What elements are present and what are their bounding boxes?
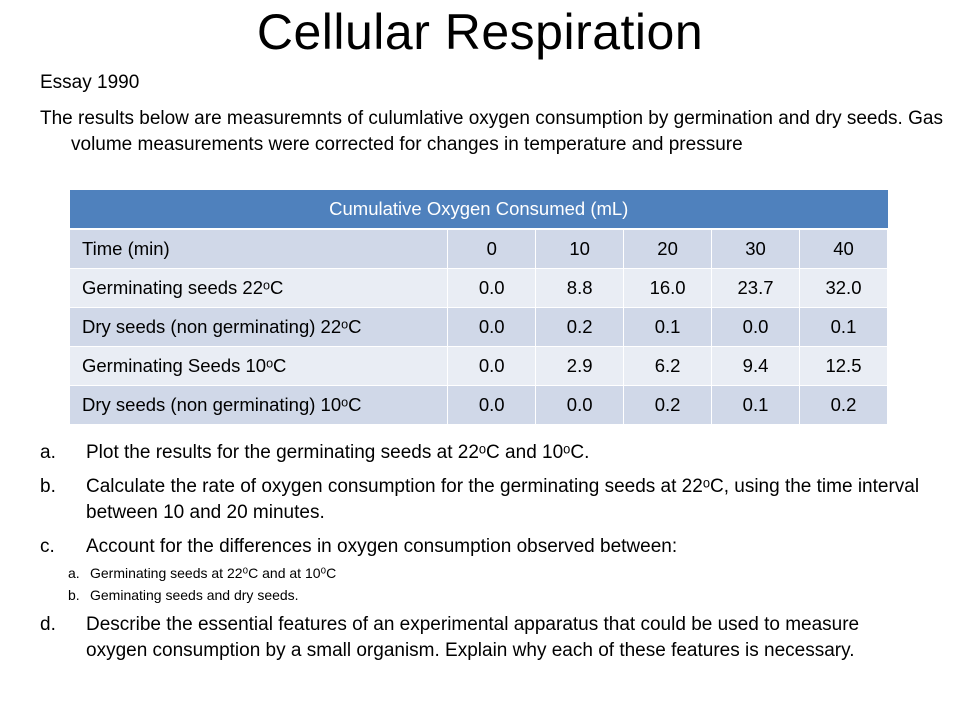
row-label: Germinating seeds 22ᵒC xyxy=(70,268,449,308)
question-item: a. Plot the results for the germinating … xyxy=(40,440,920,466)
sub-question-text: Germinating seeds at 22⁰C and at 10⁰C xyxy=(90,565,337,581)
sub-question-item: b. Geminating seeds and dry seeds. xyxy=(40,586,920,604)
table-row: Dry seeds (non germinating) 10ᵒC 0.0 0.0… xyxy=(70,385,888,425)
table-cell: 2.9 xyxy=(535,346,625,386)
header-cell: 20 xyxy=(623,229,713,269)
question-item: b. Calculate the rate of oxygen consumpt… xyxy=(40,474,920,526)
row-label: Germinating Seeds 10ᵒC xyxy=(70,346,449,386)
header-cell: 0 xyxy=(447,229,537,269)
table-cell: 0.0 xyxy=(535,385,625,425)
table-cell: 0.1 xyxy=(623,307,713,347)
table-cell: 0.2 xyxy=(535,307,625,347)
header-cell: Time (min) xyxy=(70,229,449,269)
table-cell: 32.0 xyxy=(799,268,888,308)
header-cell: 40 xyxy=(799,229,888,269)
question-letter: a. xyxy=(40,442,56,463)
sub-question-letter: a. xyxy=(68,565,80,581)
question-text: Describe the essential features of an ex… xyxy=(86,614,860,661)
table-caption: Cumulative Oxygen Consumed (mL) xyxy=(70,190,888,230)
table-cell: 9.4 xyxy=(711,346,800,386)
question-letter: d. xyxy=(40,614,56,635)
question-item: d. Describe the essential features of an… xyxy=(40,612,920,664)
table-cell: 12.5 xyxy=(799,346,888,386)
table-cell: 0.2 xyxy=(799,385,888,425)
question-text: Calculate the rate of oxygen consumption… xyxy=(86,476,920,523)
sub-question-list: a. Germinating seeds at 22⁰C and at 10⁰C… xyxy=(40,564,920,604)
question-text: Account for the differences in oxygen co… xyxy=(86,536,678,557)
intro-paragraph: The results below are measuremnts of cul… xyxy=(40,108,943,155)
question-text: Plot the results for the germinating see… xyxy=(86,442,590,463)
table-cell: 0.2 xyxy=(623,385,713,425)
header-cell: 10 xyxy=(535,229,625,269)
table-cell: 0.0 xyxy=(447,385,537,425)
sub-question-text: Geminating seeds and dry seeds. xyxy=(90,587,299,603)
table-cell: 8.8 xyxy=(535,268,625,308)
table-row: Germinating Seeds 10ᵒC 0.0 2.9 6.2 9.4 1… xyxy=(70,346,888,386)
table-cell: 16.0 xyxy=(623,268,713,308)
table-row: Germinating seeds 22ᵒC 0.0 8.8 16.0 23.7… xyxy=(70,268,888,308)
table-header-row: Time (min) 0 10 20 30 40 xyxy=(70,229,888,269)
table-cell: 23.7 xyxy=(711,268,800,308)
question-letter: c. xyxy=(40,536,55,557)
oxygen-table: Cumulative Oxygen Consumed (mL) Time (mi… xyxy=(70,190,888,425)
sub-question-item: a. Germinating seeds at 22⁰C and at 10⁰C xyxy=(40,564,920,582)
page-title: Cellular Respiration xyxy=(256,4,704,60)
question-item: c. Account for the differences in oxygen… xyxy=(40,534,920,560)
table-row: Dry seeds (non germinating) 22ᵒC 0.0 0.2… xyxy=(70,307,888,347)
row-label: Dry seeds (non germinating) 10ᵒC xyxy=(70,385,449,425)
essay-subtitle: Essay 1990 xyxy=(40,72,140,93)
table-cell: 6.2 xyxy=(623,346,713,386)
sub-question-letter: b. xyxy=(68,587,80,603)
header-cell: 30 xyxy=(711,229,800,269)
question-letter: b. xyxy=(40,476,56,497)
row-label: Dry seeds (non germinating) 22ᵒC xyxy=(70,307,449,347)
table-cell: 0.0 xyxy=(447,346,537,386)
table-cell: 0.0 xyxy=(447,307,537,347)
table-cell: 0.1 xyxy=(711,385,800,425)
table-cell: 0.0 xyxy=(711,307,800,347)
table-cell: 0.1 xyxy=(799,307,888,347)
question-list: a. Plot the results for the germinating … xyxy=(40,440,920,672)
table-cell: 0.0 xyxy=(447,268,537,308)
